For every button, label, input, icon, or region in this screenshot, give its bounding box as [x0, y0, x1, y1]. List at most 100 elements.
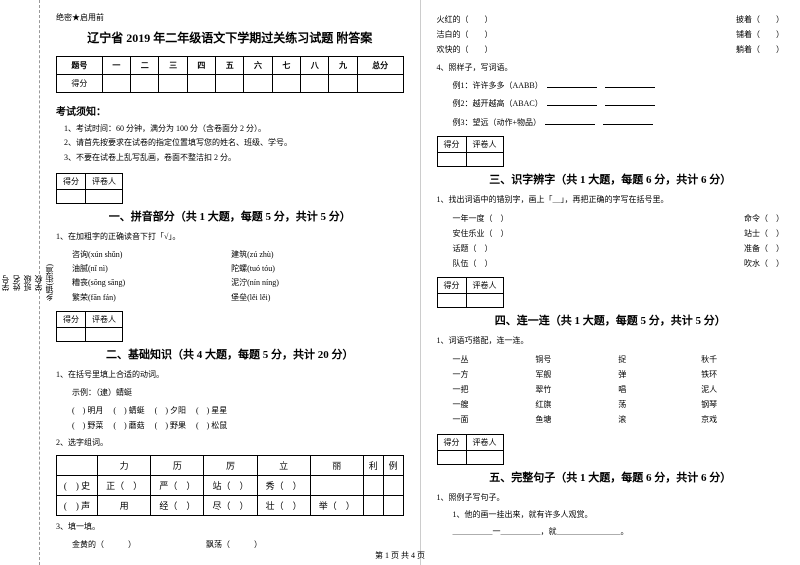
score-cell[interactable]	[301, 75, 329, 93]
grader-table: 得分评卷人	[437, 277, 504, 308]
char-cell: ( ) 史	[57, 475, 98, 495]
blank[interactable]	[605, 78, 655, 88]
verb-row: ( ) 明月( ) 蜻蜓( ) 夕阳( ) 星星	[56, 403, 404, 418]
score-cell[interactable]	[216, 75, 244, 93]
verb-item: ( ) 星星	[196, 403, 227, 418]
char-cell: 举（ ）	[310, 495, 363, 515]
ex-text: 例2：越开越高（ABAC）	[453, 99, 539, 108]
char-cell: 经（ ）	[151, 495, 204, 515]
conn-item: 京戏	[701, 412, 784, 427]
score-head: 八	[301, 57, 329, 75]
conn-item: 翠竹	[535, 382, 618, 397]
conn-item: 唱	[618, 382, 701, 397]
s3-item: 吹水（ ）	[744, 256, 784, 271]
mini-c1: 得分	[437, 434, 466, 450]
s2-q1: 1、在括号里填上合适的动词。	[56, 368, 404, 382]
verb-item: ( ) 松鼠	[196, 418, 227, 433]
grader-table: 得分评卷人	[56, 311, 123, 342]
mini-blank[interactable]	[437, 450, 466, 464]
score-cell[interactable]	[272, 75, 300, 93]
blank[interactable]	[547, 78, 597, 88]
pinyin-item: 糟丧(sōng sāng)	[72, 276, 231, 290]
s3-item: 话题（ ）	[453, 241, 493, 256]
s2b-ex2: 例2：越开越高（ABAC）	[437, 96, 785, 111]
grader-table: 得分评卷人	[437, 136, 504, 167]
score-cell[interactable]	[187, 75, 215, 93]
s5-ex: 1、他的画一挂出来，就有许多人观赏。	[437, 508, 785, 522]
pinyin-item: 泥泞(nín níng)	[231, 276, 390, 290]
rt-item: 欢快的（ ）	[437, 42, 493, 57]
s2b-ex1: 例1：许许多多（AABB）	[437, 78, 785, 93]
s5-q: 1、照例子写句子。	[437, 491, 785, 505]
mini-blank[interactable]	[466, 153, 503, 167]
char-cell: 秀（ ）	[257, 475, 310, 495]
char-cell	[310, 475, 363, 495]
char-cell: 厉	[204, 455, 257, 475]
score-head: 题号	[57, 57, 103, 75]
s1-q: 1、在加粗字的正确读音下打「√」。	[56, 230, 404, 244]
blank[interactable]	[547, 96, 597, 106]
mini-blank[interactable]	[437, 294, 466, 308]
char-cell	[57, 455, 98, 475]
conn-item: 捉	[618, 352, 701, 367]
pinyin-item: 油腻(nǐ nì)	[72, 262, 231, 276]
score-cell[interactable]	[159, 75, 187, 93]
score-head: 六	[244, 57, 272, 75]
score-head: 四	[187, 57, 215, 75]
blank[interactable]	[545, 115, 595, 125]
verb-row: ( ) 野菜( ) 蘑菇( ) 野果( ) 松鼠	[56, 418, 404, 433]
mini-blank[interactable]	[466, 294, 503, 308]
section-4-title: 四、连一连（共 1 大题，每题 5 分，共计 5 分）	[437, 312, 785, 328]
mini-blank[interactable]	[86, 328, 123, 342]
mini-blank[interactable]	[57, 328, 86, 342]
verb-item: ( ) 蘑菇	[113, 418, 144, 433]
pinyin-item: 咨询(xún shǔn)	[72, 248, 231, 262]
s4-q: 1、词语巧搭配，连一连。	[437, 334, 785, 348]
score-head: 七	[272, 57, 300, 75]
notice-head: 考试须知：	[56, 103, 404, 118]
mini-blank[interactable]	[437, 153, 466, 167]
conn-item: 泥人	[701, 382, 784, 397]
conn-item: 一把	[453, 382, 536, 397]
s3-item: 队伍（ ）	[453, 256, 493, 271]
mini-blank[interactable]	[86, 190, 123, 204]
mini-blank[interactable]	[466, 450, 503, 464]
score-head: 二	[131, 57, 159, 75]
score-cell[interactable]	[244, 75, 272, 93]
blank[interactable]	[603, 115, 653, 125]
char-cell: 站（ ）	[204, 475, 257, 495]
char-cell: 壮（ ）	[257, 495, 310, 515]
s3-item: 准备（ ）	[744, 241, 784, 256]
char-cell: 用	[98, 495, 151, 515]
bind-label: 班级	[22, 275, 33, 291]
ex-text: 例3：望远（动作+物品）	[453, 118, 538, 127]
char-table: 力历厉立丽利例 ( ) 史正（ ）严（ ）站（ ）秀（ ） ( ) 声用经（ ）…	[56, 455, 404, 516]
s3-item: 安住乐业（ ）	[453, 226, 509, 241]
conn-item: 一丛	[453, 352, 536, 367]
score-cell[interactable]	[102, 75, 130, 93]
score-cell[interactable]	[131, 75, 159, 93]
mini-c2: 评卷人	[466, 434, 503, 450]
mini-blank[interactable]	[57, 190, 86, 204]
s2-q2: 2、选字组词。	[56, 436, 404, 450]
score-head: 九	[329, 57, 357, 75]
rt-item: 铺着（ ）	[736, 27, 784, 42]
mini-c2: 评卷人	[466, 278, 503, 294]
right-column: 火红的（ ）披着（ ） 洁白的（ ）铺着（ ） 欢快的（ ）躺着（ ） 4、照样…	[421, 0, 800, 565]
score-cell[interactable]	[357, 75, 403, 93]
mini-c1: 得分	[57, 174, 86, 190]
conn-item: 弹	[618, 367, 701, 382]
pinyin-item: 繁荣(fān fán)	[72, 291, 231, 305]
notice-block: 考试须知： 1、考试时间：60 分钟，满分为 100 分（含卷面分 2 分）。 …	[56, 103, 404, 165]
pinyin-grid: 咨询(xún shǔn)建筑(zú zhù) 油腻(nǐ nì)陀螺(tuó t…	[56, 248, 404, 306]
rt-item: 洁白的（ ）	[437, 27, 493, 42]
s3-q: 1、找出词语中的错别字，画上「＿」，再把正确的字写在括号里。	[437, 193, 785, 207]
score-cell[interactable]	[329, 75, 357, 93]
blank[interactable]	[605, 96, 655, 106]
conn-item: 钢琴	[701, 397, 784, 412]
char-cell: 正（ ）	[98, 475, 151, 495]
conn-item: 一艘	[453, 397, 536, 412]
grader-table: 得分评卷人	[437, 434, 504, 465]
section-3-title: 三、识字辨字（共 1 大题，每题 6 分，共计 6 分）	[437, 171, 785, 187]
notice-item: 1、考试时间：60 分钟，满分为 100 分（含卷面分 2 分）。	[56, 122, 404, 136]
